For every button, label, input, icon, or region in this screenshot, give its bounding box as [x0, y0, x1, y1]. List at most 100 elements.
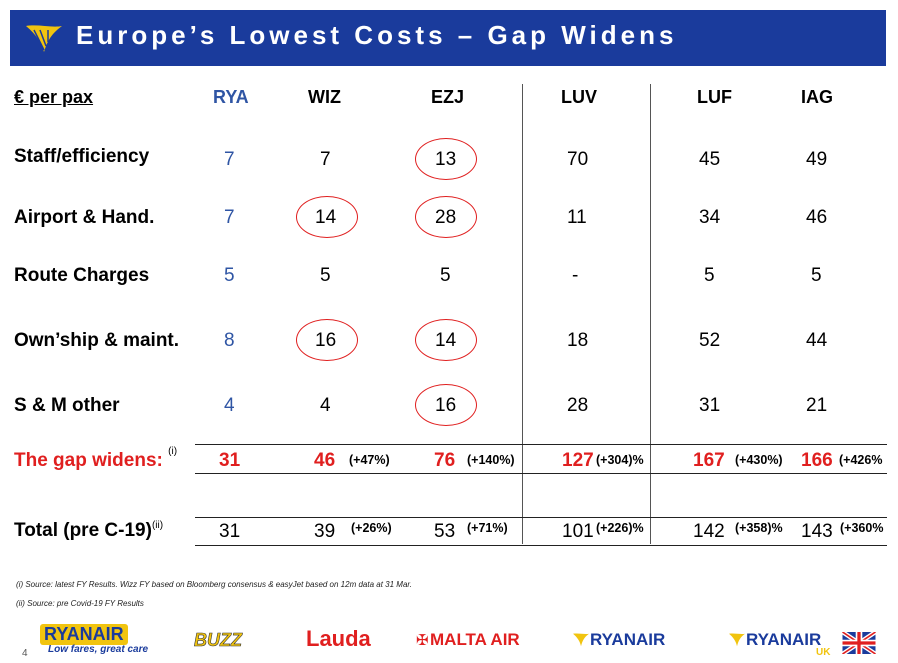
gap-pct: (+47%)	[349, 453, 390, 467]
cell-value: 5	[811, 265, 822, 286]
ryanair-dac-logo: RYANAIR	[572, 630, 684, 652]
gap-value: 166	[801, 450, 833, 471]
ryanair-uk-logo: RYANAIR UK	[728, 628, 878, 660]
union-jack-icon	[842, 632, 876, 654]
total-value: 39	[314, 521, 336, 542]
page-title: Europe’s Lowest Costs – Gap Widens	[76, 20, 678, 50]
total-row-top-border	[195, 517, 887, 518]
cell-value: 49	[806, 149, 828, 170]
ryanair-harp-icon	[26, 25, 62, 52]
total-pct: (+26%)	[351, 521, 392, 535]
highlight-circle	[296, 196, 358, 238]
ryanair-uk-logo-text: RYANAIR	[746, 630, 822, 649]
gap-row-top-border	[195, 444, 887, 445]
total-pct: (+360%	[840, 521, 884, 535]
footnote: (i) Source: latest FY Results. Wizz FY b…	[16, 580, 412, 589]
title-bar: Europe’s Lowest Costs – Gap Widens	[10, 10, 886, 66]
cell-value: 5	[704, 265, 715, 286]
total-row-label-text: Total (pre C-19)	[14, 520, 152, 541]
cell-value: 45	[699, 149, 721, 170]
gap-value: 167	[693, 450, 725, 471]
cell-value: 44	[806, 330, 828, 351]
gap-value: 127	[562, 450, 594, 471]
page-number: 4	[22, 648, 28, 659]
cell-value: 7	[320, 149, 331, 170]
row-label: Staff/efficiency	[14, 146, 150, 167]
footnote-marker: (i)	[168, 446, 178, 457]
cell-value: 46	[806, 207, 828, 228]
highlight-circle	[415, 196, 477, 238]
total-row-label: Total (pre C-19)(ii)	[14, 520, 163, 542]
malta-air-logo: ✠ MALTA AIR	[416, 630, 528, 652]
ryanair-dac-logo-text: RYANAIR	[590, 630, 666, 649]
column-header: RYA	[213, 87, 249, 107]
total-pct: (+358)%	[735, 521, 783, 535]
row-label: Airport & Hand.	[14, 207, 155, 228]
row-label: Route Charges	[14, 265, 150, 286]
total-value: 143	[801, 521, 833, 542]
cell-value: 4	[224, 395, 235, 416]
cell-value: 18	[567, 330, 589, 351]
gap-row-bottom-border	[195, 473, 887, 474]
gap-row-label-text: The gap widens:	[14, 450, 163, 471]
gap-pct: (+426%	[839, 453, 883, 467]
cell-value: -	[572, 265, 579, 286]
gap-value: 31	[219, 450, 241, 471]
cell-value: 5	[224, 265, 235, 286]
cell-value: 5	[440, 265, 451, 286]
total-value: 142	[693, 521, 725, 542]
row-label: Own’ship & maint.	[14, 330, 180, 351]
column-header: IAG	[801, 87, 834, 107]
buzz-logo: BUZZ	[194, 630, 260, 652]
ryanair-main-logo: RYANAIR Low fares, great care	[40, 622, 149, 656]
maltese-cross-icon: ✠	[416, 632, 429, 649]
gap-value: 46	[314, 450, 336, 471]
cell-value: 52	[699, 330, 721, 351]
total-value: 31	[219, 521, 241, 542]
highlight-circle	[415, 319, 477, 361]
gap-row-label: The gap widens: (i)	[14, 446, 177, 472]
ryanair-main-logo-text: RYANAIR	[40, 624, 128, 645]
cell-value: 4	[320, 395, 331, 416]
gap-pct: (+430%)	[735, 453, 783, 467]
footnote-marker: (ii)	[151, 520, 164, 531]
column-divider	[522, 84, 523, 544]
cell-value: 7	[224, 149, 235, 170]
cell-value: 21	[806, 395, 828, 416]
cell-value: 70	[567, 149, 589, 170]
footnote: (ii) Source: pre Covid-19 FY Results	[16, 599, 144, 608]
ryanair-tagline: Low fares, great care	[48, 644, 149, 655]
cell-value: 28	[567, 395, 589, 416]
highlight-circle	[296, 319, 358, 361]
cell-value: 34	[699, 207, 721, 228]
total-value: 101	[562, 521, 594, 542]
cell-value: 7	[224, 207, 235, 228]
ryanair-harp-icon	[573, 633, 589, 647]
cell-value: 31	[699, 395, 721, 416]
malta-air-logo-text: MALTA AIR	[430, 630, 520, 649]
lauda-logo: Lauda	[306, 624, 374, 654]
ryanair-harp-icon	[729, 633, 745, 647]
cell-value: 5	[320, 265, 331, 286]
highlight-circle	[415, 138, 477, 180]
column-header: LUF	[697, 87, 732, 107]
lauda-logo-text: Lauda	[306, 626, 371, 651]
highlight-circle	[415, 384, 477, 426]
cell-value: 11	[567, 207, 587, 228]
ryanair-uk-suffix: UK	[816, 647, 831, 658]
total-pct: (+226)%	[596, 521, 644, 535]
gap-pct: (+140%)	[467, 453, 515, 467]
column-divider	[650, 84, 651, 544]
cell-value: 8	[224, 330, 235, 351]
row-label: S & M other	[14, 395, 120, 416]
total-pct: (+71%)	[467, 521, 508, 535]
column-header: WIZ	[308, 87, 341, 107]
gap-value: 76	[434, 450, 456, 471]
gap-pct: (+304)%	[596, 453, 644, 467]
total-value: 53	[434, 521, 456, 542]
column-header: LUV	[561, 87, 597, 107]
column-header: EZJ	[431, 87, 465, 107]
total-row-bottom-border	[195, 545, 887, 546]
header-label: € per pax	[14, 87, 94, 107]
buzz-logo-text: BUZZ	[194, 630, 243, 651]
